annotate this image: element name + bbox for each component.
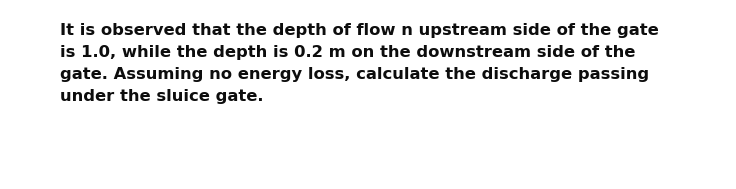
Text: It is observed that the depth of flow n upstream side of the gate
is 1.0, while : It is observed that the depth of flow n … bbox=[60, 23, 659, 104]
